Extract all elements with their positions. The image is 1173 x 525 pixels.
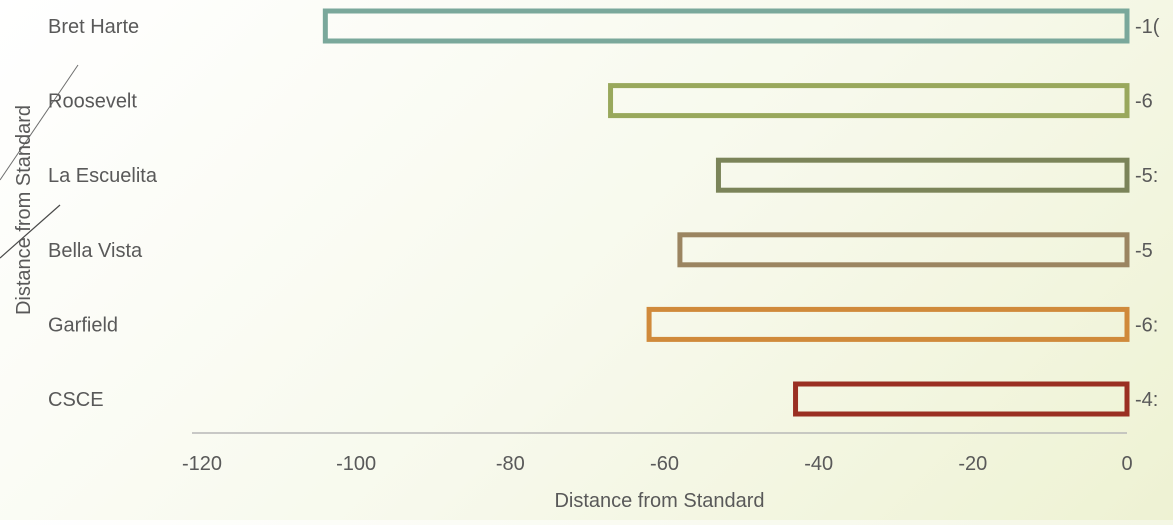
x-tick-label: -80 [496,453,525,475]
decorative-line [0,204,61,259]
category-label: La Escuelita [48,165,158,187]
category-labels: Bret Harte Roosevelt La Escuelita Bella Vis… [48,16,158,411]
category-label: CSCE [48,389,104,411]
data-label: -4: [1135,389,1158,411]
x-axis-title: Distance from Standard [554,490,764,512]
category-label: Garfield [48,314,118,336]
data-label: -6: [1135,314,1158,336]
data-label: -1( [1135,16,1160,38]
x-tick-label: 0 [1121,453,1132,475]
data-label: -6 [1135,91,1153,113]
data-labels: -1( -6 -5: -5 -6: -4: [1135,16,1160,411]
y-axis-title: Distance from Standard [13,105,35,315]
x-tick-label: -100 [336,453,376,475]
data-label: -5: [1135,165,1158,187]
bar [322,8,1130,44]
x-tick-label: -20 [958,453,987,475]
bar [793,381,1130,417]
decorative-lines [0,64,79,259]
x-tick-label: -120 [182,453,222,475]
category-label: Bret Harte [48,16,139,38]
bar [677,232,1130,268]
bar [608,83,1130,119]
x-tick-labels: -120 -100 -80 -60 -40 -20 0 [182,453,1133,475]
category-label: Bella Vista [48,240,143,262]
decorative-line [0,64,79,181]
bars [322,8,1130,417]
bar [715,157,1130,193]
data-label: -5 [1135,240,1153,262]
x-tick-label: -40 [804,453,833,475]
bar [646,306,1130,342]
x-tick-label: -60 [650,453,679,475]
category-label: Roosevelt [48,91,137,113]
